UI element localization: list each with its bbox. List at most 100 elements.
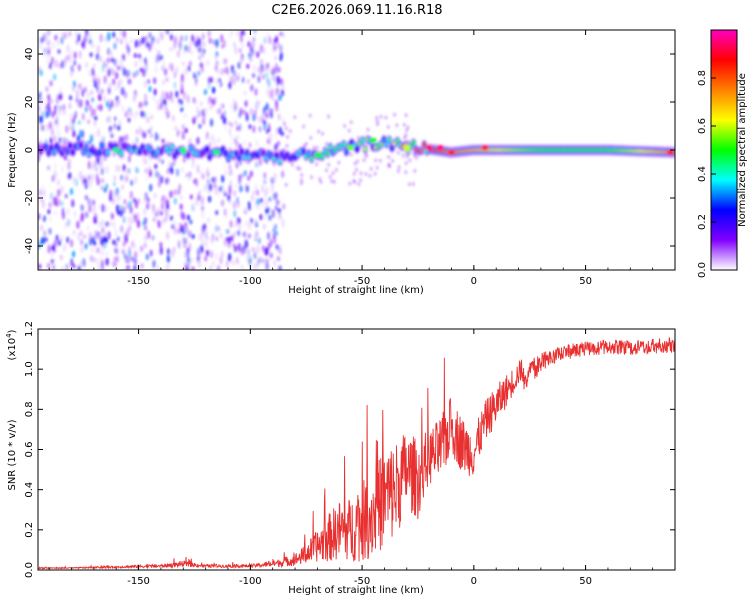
noise-speck bbox=[166, 254, 171, 264]
noise-speck bbox=[220, 251, 224, 259]
noise-speck bbox=[395, 123, 399, 128]
noise-speck bbox=[193, 98, 197, 104]
noise-speck bbox=[206, 182, 210, 190]
noise-speck bbox=[38, 155, 41, 161]
noise-speck bbox=[119, 136, 123, 142]
noise-speck bbox=[183, 91, 187, 101]
noise-speck bbox=[215, 77, 219, 86]
snr-panel: -150 -100 -50 0 50 0.0 0.2 0.4 0.6 0.8 1.0 1.2 Hei… bbox=[5, 321, 676, 596]
noise-speck bbox=[114, 85, 118, 91]
noise-speck bbox=[220, 184, 224, 194]
noise-speck bbox=[54, 34, 58, 41]
noise-speck bbox=[114, 242, 118, 248]
noise-speck bbox=[164, 196, 168, 206]
noise-speck bbox=[176, 128, 180, 137]
noise-speck bbox=[262, 223, 266, 231]
ridge-core bbox=[261, 150, 266, 155]
noise-speck bbox=[112, 181, 116, 187]
noise-speck bbox=[151, 203, 155, 212]
noise-speck bbox=[90, 134, 94, 143]
noise-speck bbox=[183, 112, 187, 119]
noise-speck bbox=[38, 241, 41, 250]
spectrogram-ytick-label: -20 bbox=[24, 190, 35, 206]
colorbar-tick-label: 0.0 bbox=[697, 262, 708, 278]
noise-speck bbox=[269, 252, 273, 259]
noise-speck bbox=[144, 35, 148, 42]
ridge-blob bbox=[403, 145, 411, 151]
noise-speck bbox=[86, 100, 90, 107]
noise-speck bbox=[188, 230, 192, 238]
spectrogram-y-label: Frequency (Hz) bbox=[7, 112, 18, 188]
noise-speck bbox=[168, 190, 173, 199]
noise-speck bbox=[77, 265, 81, 270]
noise-speck bbox=[209, 265, 213, 270]
noise-speck bbox=[300, 172, 304, 177]
noise-speck bbox=[38, 66, 41, 73]
noise-speck bbox=[45, 86, 49, 93]
noise-speck bbox=[268, 137, 272, 147]
noise-speck bbox=[79, 230, 83, 237]
noise-speck bbox=[278, 265, 282, 270]
noise-speck bbox=[348, 181, 352, 186]
noise-speck bbox=[170, 96, 175, 104]
noise-speck bbox=[164, 209, 168, 215]
noise-speck bbox=[263, 36, 267, 45]
noise-speck bbox=[90, 42, 95, 49]
noise-speck bbox=[88, 231, 92, 241]
noise-speck bbox=[96, 105, 101, 111]
noise-speck bbox=[396, 150, 400, 155]
noise-speck bbox=[315, 145, 319, 150]
noise-speck bbox=[80, 245, 84, 254]
noise-speck bbox=[402, 122, 406, 127]
spectrogram-x-axis: -150 -100 -50 0 50 bbox=[48, 30, 676, 287]
noise-speck bbox=[123, 91, 128, 99]
spectrogram-xtick-label: 50 bbox=[579, 276, 592, 287]
noise-speck bbox=[70, 65, 74, 72]
noise-speck bbox=[275, 87, 279, 97]
noise-speck bbox=[94, 165, 99, 172]
noise-speck bbox=[166, 231, 170, 240]
noise-speck bbox=[69, 71, 74, 78]
noise-speck bbox=[182, 213, 186, 220]
ridge-core bbox=[170, 145, 175, 150]
noise-speck bbox=[236, 199, 240, 209]
noise-speck bbox=[244, 205, 248, 212]
noise-speck bbox=[254, 222, 259, 228]
noise-speck bbox=[200, 66, 204, 73]
noise-speck bbox=[60, 235, 64, 242]
snr-ytick-label: 0.4 bbox=[24, 482, 35, 498]
noise-speck bbox=[250, 218, 254, 225]
noise-speck bbox=[50, 98, 55, 104]
noise-speck bbox=[94, 231, 99, 240]
noise-speck bbox=[279, 44, 283, 53]
noise-speck bbox=[38, 117, 41, 125]
noise-speck bbox=[184, 34, 188, 42]
noise-speck bbox=[127, 79, 131, 85]
noise-speck bbox=[184, 237, 188, 245]
noise-speck bbox=[98, 232, 102, 240]
noise-speck bbox=[256, 245, 260, 254]
noise-speck bbox=[201, 210, 205, 219]
noise-speck bbox=[269, 133, 273, 139]
noise-speck bbox=[122, 205, 126, 214]
noise-speck bbox=[60, 185, 64, 193]
noise-speck bbox=[77, 63, 81, 72]
noise-speck bbox=[282, 203, 286, 210]
noise-speck bbox=[203, 184, 207, 193]
noise-speck bbox=[149, 183, 153, 192]
noise-speck bbox=[49, 215, 53, 223]
noise-speck bbox=[147, 128, 151, 134]
noise-speck bbox=[237, 230, 241, 237]
noise-speck bbox=[142, 155, 146, 165]
noise-speck bbox=[122, 135, 126, 143]
noise-speck bbox=[300, 178, 304, 183]
noise-speck bbox=[238, 48, 242, 54]
noise-speck bbox=[47, 46, 51, 52]
noise-speck bbox=[252, 36, 256, 42]
noise-speck bbox=[198, 123, 202, 129]
noise-speck bbox=[80, 204, 84, 210]
noise-speck bbox=[248, 124, 252, 130]
noise-speck bbox=[73, 59, 77, 66]
noise-speck bbox=[49, 136, 53, 145]
noise-speck bbox=[127, 70, 131, 77]
